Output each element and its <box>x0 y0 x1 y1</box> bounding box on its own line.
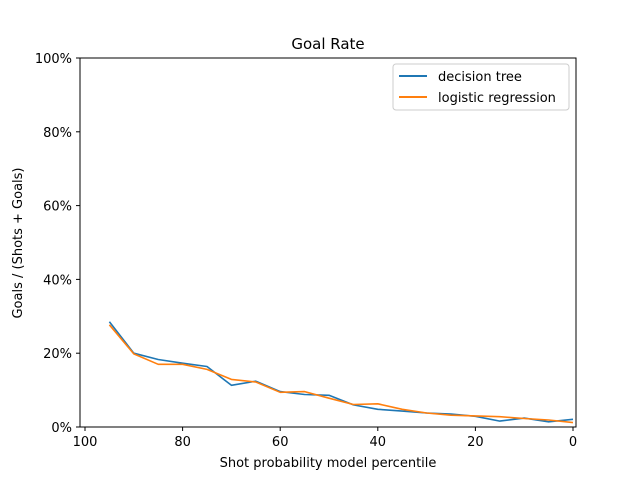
legend-label-logistic-regression: logistic regression <box>438 91 556 106</box>
x-tick-label: 20 <box>467 435 484 450</box>
legend: decision tree logistic regression <box>392 63 570 111</box>
series-layer <box>108 321 574 424</box>
y-tick-label: 60% <box>43 200 72 215</box>
legend-label-decision-tree: decision tree <box>438 70 522 85</box>
y-tick-label: 40% <box>43 273 72 288</box>
x-tick-label: 40 <box>370 435 387 450</box>
x-axis-label: Shot probability model percentile <box>220 456 437 471</box>
series-line-logistic-regression <box>108 324 574 424</box>
y-tick-label: 20% <box>43 347 72 362</box>
legend-frame <box>392 63 570 111</box>
x-tick-label: 0 <box>569 435 577 450</box>
plot-frame <box>79 57 577 428</box>
x-tick-label: 60 <box>272 435 289 450</box>
chart-title: Goal Rate <box>291 35 364 53</box>
y-tick-label: 0% <box>51 421 72 436</box>
y-axis: 0% 20% 40% 60% 80% 100% <box>35 52 80 436</box>
series-line-decision-tree <box>108 321 574 423</box>
x-tick-label: 100 <box>73 435 98 450</box>
x-tick-label: 80 <box>174 435 191 450</box>
x-axis: 100 80 60 40 20 0 <box>73 427 577 450</box>
y-axis-label: Goals / (Shots + Goals) <box>11 167 26 318</box>
y-tick-label: 80% <box>43 126 72 141</box>
y-tick-label: 100% <box>35 52 72 67</box>
